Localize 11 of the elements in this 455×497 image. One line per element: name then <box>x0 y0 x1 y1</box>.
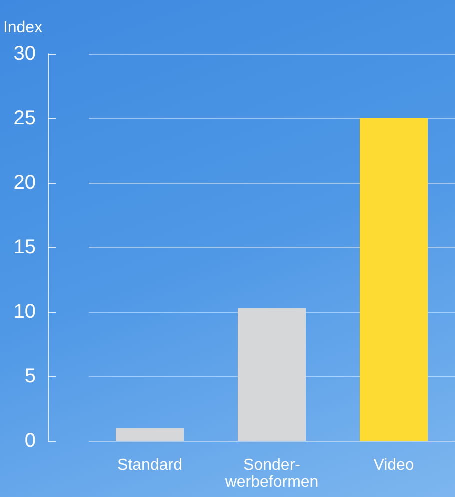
x-tick-label: Video <box>374 457 414 474</box>
y-tick-label: 0 <box>24 430 36 452</box>
y-tick-label: 15 <box>14 236 36 258</box>
x-tick-label: Sonder- werbeformen <box>224 457 319 491</box>
x-tick-label: Standard <box>118 457 182 474</box>
y-tick-label: 5 <box>24 366 36 388</box>
y-axis-title: Index <box>3 20 43 36</box>
y-tick-label: 10 <box>14 301 36 323</box>
y-tick-label: 20 <box>14 172 36 194</box>
y-tick-label: 30 <box>14 43 36 65</box>
y-tick-label: 25 <box>14 108 36 130</box>
